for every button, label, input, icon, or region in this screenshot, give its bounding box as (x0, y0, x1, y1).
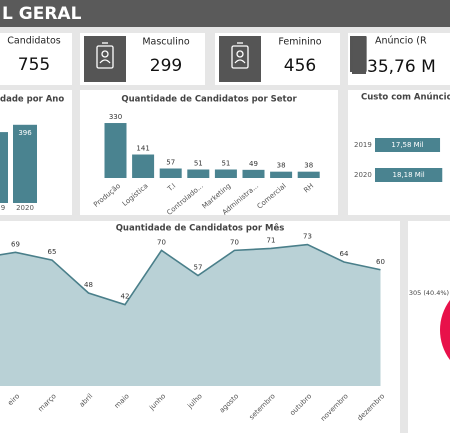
bar (187, 169, 210, 178)
chart-icon (351, 36, 367, 72)
value-label: 70 (157, 238, 166, 246)
card-icon (219, 36, 261, 82)
card-icon (84, 36, 126, 82)
value-label: 305 (40.4%) (409, 289, 449, 297)
bar (375, 168, 443, 182)
bar (375, 138, 441, 152)
bar (0, 132, 8, 203)
card-value: 456 (284, 56, 316, 76)
card-value: 35,76 M (367, 57, 436, 77)
chart-title: Quantidade de Candidatos por Setor (121, 95, 297, 105)
card-label: Candidatos (7, 36, 61, 47)
value-label: 57 (166, 159, 175, 167)
value-label: 18,18 Mil (393, 171, 425, 179)
value-label: 60 (376, 258, 385, 266)
badge-icon (231, 42, 249, 69)
value-label: 51 (194, 160, 203, 168)
bar (270, 171, 293, 178)
y-tick-label: 2019 (354, 141, 372, 149)
card-label: Anúncio (R (375, 36, 427, 47)
bar (297, 171, 320, 178)
value-label: 42 (121, 293, 130, 301)
value-label: 141 (136, 145, 149, 153)
pie-slice (440, 300, 450, 360)
value-label: 38 (277, 162, 286, 170)
value-label: 71 (267, 236, 276, 244)
value-label: 38 (304, 162, 313, 170)
x-tick-label: T.I (165, 182, 177, 194)
bar (214, 169, 237, 178)
value-label: 73 (303, 233, 312, 241)
value-label: 17,58 Mil (391, 141, 423, 149)
x-tick-label: 2020 (16, 204, 34, 212)
card-label: Feminino (278, 37, 321, 48)
value-label: 64 (340, 250, 349, 258)
chart-title: dade por Ano (0, 95, 64, 105)
value-label: 70 (230, 238, 239, 246)
line (0, 243, 381, 306)
badge-icon (96, 42, 114, 69)
y-tick-label: 2020 (354, 171, 372, 179)
card-value: 299 (150, 56, 182, 76)
bar (159, 168, 182, 178)
bar (104, 123, 127, 178)
value-label: 48 (84, 281, 93, 289)
bar (132, 154, 155, 178)
card-icon-left (350, 36, 363, 72)
bar (242, 169, 265, 178)
header-bar (0, 0, 450, 27)
card-value: 755 (18, 55, 50, 75)
value-label: 51 (221, 160, 230, 168)
value-label: 65 (48, 248, 57, 256)
chart-title: Quantidade de Candidatos por Mês (116, 223, 285, 234)
value-label: 69 (11, 240, 20, 248)
value-label: 57 (194, 264, 203, 272)
card (0, 33, 72, 85)
x-tick-label: 9 (1, 204, 5, 212)
value-label: 330 (109, 113, 122, 121)
chart-title: Custo com Anúncio (361, 93, 450, 103)
area (0, 244, 381, 386)
header-title: L GERAL (2, 4, 82, 24)
card-label: Masculino (142, 37, 190, 48)
panel (348, 90, 450, 215)
value-label: 396 (18, 129, 32, 137)
value-label: 49 (249, 160, 258, 168)
bar (13, 124, 37, 203)
